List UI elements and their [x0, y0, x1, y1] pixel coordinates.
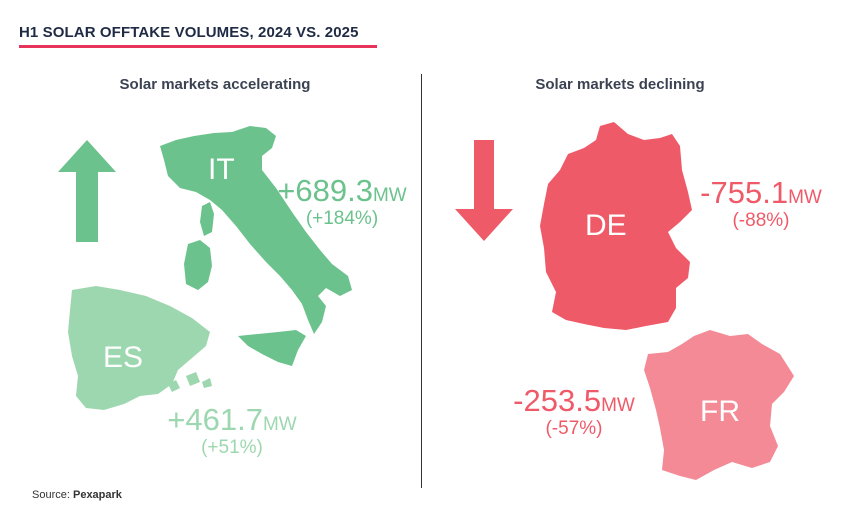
- spain-value-label: +461.7MW (+51%): [162, 404, 302, 457]
- center-divider: [421, 74, 422, 488]
- left-heading: Solar markets accelerating: [119, 76, 311, 93]
- spain-unit: MW: [262, 414, 297, 435]
- germany-change-mw: -755.1: [700, 175, 789, 210]
- balearic-islands-map: [168, 372, 212, 392]
- france-unit: MW: [601, 395, 635, 416]
- spain-map: [68, 286, 210, 410]
- source-label: Source:: [32, 489, 70, 501]
- germany-unit: MW: [788, 187, 822, 208]
- italy-change-mw: +689.3: [277, 173, 373, 208]
- germany-value-label: -755.1MW (-88%): [694, 177, 828, 230]
- spain-change-pct: (+51%): [201, 437, 263, 458]
- source-name: Pexapark: [72, 489, 122, 501]
- germany-map: [540, 122, 692, 330]
- italy-map: [160, 126, 352, 334]
- france-change-mw: -253.5: [513, 383, 602, 418]
- germany-change-pct: (-88%): [732, 210, 790, 231]
- italy-value-label: +689.3MW (+184%): [268, 175, 416, 228]
- up-arrow-icon: [58, 140, 116, 242]
- sardinia-map: [184, 240, 212, 290]
- right-heading: Solar markets declining: [535, 76, 705, 93]
- france-code: FR: [700, 395, 740, 428]
- germany-code: DE: [585, 209, 627, 242]
- source-note: Source: Pexapark: [32, 489, 122, 501]
- chart-title: H1 SOLAR OFFTAKE VOLUMES, 2024 VS. 2025: [19, 24, 359, 41]
- sicily-map: [238, 330, 306, 366]
- italy-code: IT: [208, 153, 235, 186]
- france-change-pct: (-57%): [545, 418, 603, 439]
- italy-unit: MW: [372, 185, 407, 206]
- spain-code: ES: [103, 341, 144, 374]
- italy-change-pct: (+184%): [305, 208, 379, 229]
- corsica-map: [200, 202, 214, 236]
- france-value-label: -253.5MW (-57%): [505, 385, 643, 438]
- france-map: [644, 330, 794, 480]
- down-arrow-icon: [455, 140, 513, 241]
- spain-change-mw: +461.7: [167, 402, 263, 437]
- title-underline: [19, 45, 377, 48]
